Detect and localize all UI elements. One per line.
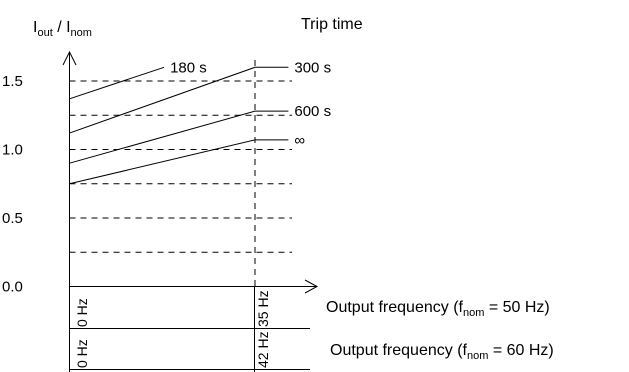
y-tick-label-1: 1.0 <box>2 142 23 159</box>
curve-label-3: ∞ <box>294 132 305 149</box>
x-mark-0-50hz: 0 Hz <box>74 298 90 327</box>
curve-label-0: 180 s <box>170 59 207 76</box>
y-tick-label-2: 0.5 <box>2 210 23 227</box>
x-mark-35hz: 35 Hz <box>255 290 271 327</box>
curve-1 <box>69 66 289 134</box>
curve-label-1: 300 s <box>294 59 331 76</box>
curve-3 <box>69 139 289 185</box>
x-axis-arrow <box>304 279 319 294</box>
x-axis-label-50hz: Output frequency (fnom = 50 Hz) <box>326 299 550 319</box>
curves <box>69 66 289 185</box>
curve-0 <box>69 66 165 100</box>
curve-2 <box>69 110 289 164</box>
y-axis-arrow <box>62 50 77 66</box>
x-mark-0-60hz: 0 Hz <box>74 339 90 368</box>
legend-title: Trip time <box>301 16 363 33</box>
axes <box>62 50 319 294</box>
y-tick-label-3: 0.0 <box>2 279 23 296</box>
gridlines <box>69 60 292 287</box>
y-tick-labels: 1.5 1.0 0.5 0.0 <box>2 73 23 296</box>
x-mark-42hz: 42 Hz <box>255 331 271 368</box>
curve-label-2: 600 s <box>294 103 331 120</box>
y-axis-label: Iout / Inom <box>33 19 92 39</box>
y-tick-label-0: 1.5 <box>2 73 23 90</box>
curve-labels: 180 s 300 s 600 s ∞ <box>170 59 331 149</box>
frequency-scale: 0 Hz 0 Hz 35 Hz 42 Hz Output frequency (… <box>69 287 554 372</box>
x-axis-label-60hz: Output frequency (fnom = 60 Hz) <box>330 342 554 362</box>
y-axis-label-sub-out: out <box>37 27 52 39</box>
